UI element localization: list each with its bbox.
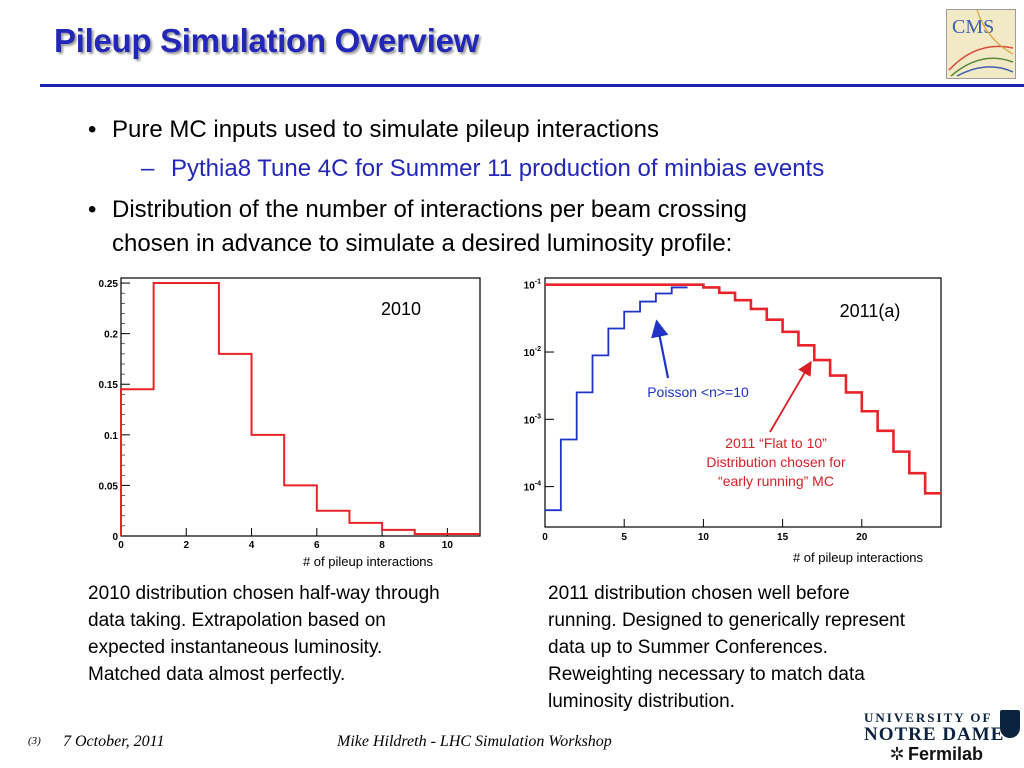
x-tick-label: 10 [442, 540, 454, 551]
plot-frame [120, 277, 481, 537]
x-tick-label: 5 [621, 532, 627, 543]
flat-to-10-series-line [545, 283, 941, 495]
notre-dame-shield-icon [1000, 710, 1020, 738]
cms-logo-graphic [948, 10, 1014, 77]
plot-frame [544, 277, 942, 528]
notre-dame-logo-line1: UNIVERSITY OF [864, 710, 993, 725]
x-tick-label: 0 [542, 532, 548, 543]
x-tick-label: 20 [856, 532, 868, 543]
histogram-2010 [120, 282, 480, 536]
fermilab-icon: ✲ [889, 744, 905, 764]
flat-annotation-line: “early running” MC [718, 473, 834, 489]
chart-year-label: 2010 [381, 299, 421, 319]
x-axis-label: # of pileup interactions [793, 550, 924, 565]
y-tick-label: 0 [112, 532, 118, 543]
x-tick-label: 10 [698, 532, 710, 543]
y-tick-label: 0.2 [104, 330, 118, 341]
chart-2010: 0 0.05 0.1 0.15 0.2 0.25 0 2 4 6 8 10 2010 # of pileu… [84, 270, 494, 575]
x-tick-label: 8 [379, 540, 385, 551]
x-tick-label: 4 [249, 540, 255, 551]
title-underline [40, 84, 1024, 87]
chart-year-label: 2011(a) [840, 301, 901, 321]
fermilab-logo: ✲ Fermilab [886, 744, 983, 765]
slide-title: Pileup Simulation Overview [54, 22, 479, 59]
flat-arrow [769, 360, 812, 433]
caption-2010: 2010 distribution chosen half-way throug… [88, 583, 440, 685]
chart-2011a: 10-1 10-2 10-3 10-4 0 5 10 15 20 2011(a) Poisson <… [508, 270, 948, 575]
poisson-arrow [651, 319, 670, 379]
y-tick-label: 10-4 [524, 481, 541, 494]
y-tick-label: 10-3 [524, 413, 541, 426]
x-tick-label: 2 [183, 540, 189, 551]
y-tick-label: 0.25 [99, 279, 119, 290]
x-tick-label: 0 [118, 540, 124, 551]
notre-dame-logo-line2: NOTRE DAME [864, 724, 1005, 745]
caption-2011: 2011 distribution chosen well before run… [548, 583, 905, 712]
x-tick-label: 6 [314, 540, 320, 551]
y-tick-label: 10-1 [524, 279, 541, 292]
x-tick-label: 15 [777, 532, 789, 543]
flat-annotation-line: 2011 “Flat to 10” [725, 435, 827, 451]
x-axis-label: # of pileup interactions [303, 554, 434, 569]
slide-number: (3) [28, 735, 41, 747]
footer-author: Mike Hildreth - LHC Simulation Workshop [337, 733, 612, 750]
y-tick-label: 10-2 [524, 346, 541, 359]
cms-logo: CMS [946, 9, 1016, 79]
flat-annotation-line: Distribution chosen for [706, 454, 846, 470]
poisson-annotation: Poisson <n>=10 [647, 384, 749, 400]
y-tick-label: 0.15 [99, 380, 119, 391]
footer-date: 7 October, 2011 [63, 733, 165, 750]
institution-logos: UNIVERSITY OF NOTRE DAME ✲ Fermilab [864, 708, 1022, 766]
y-tick-label: 0.05 [99, 481, 119, 492]
poisson-series-line [545, 286, 688, 512]
cms-logo-text: CMS [952, 16, 995, 38]
chart-2010-svg: 0 0.05 0.1 0.15 0.2 0.25 0 2 4 6 8 10 2010 # of pileu… [99, 277, 481, 569]
y-tick-label: 0.1 [104, 431, 118, 442]
chart-2011a-svg: 10-1 10-2 10-3 10-4 0 5 10 15 20 2011(a) Poisson <… [524, 277, 942, 565]
